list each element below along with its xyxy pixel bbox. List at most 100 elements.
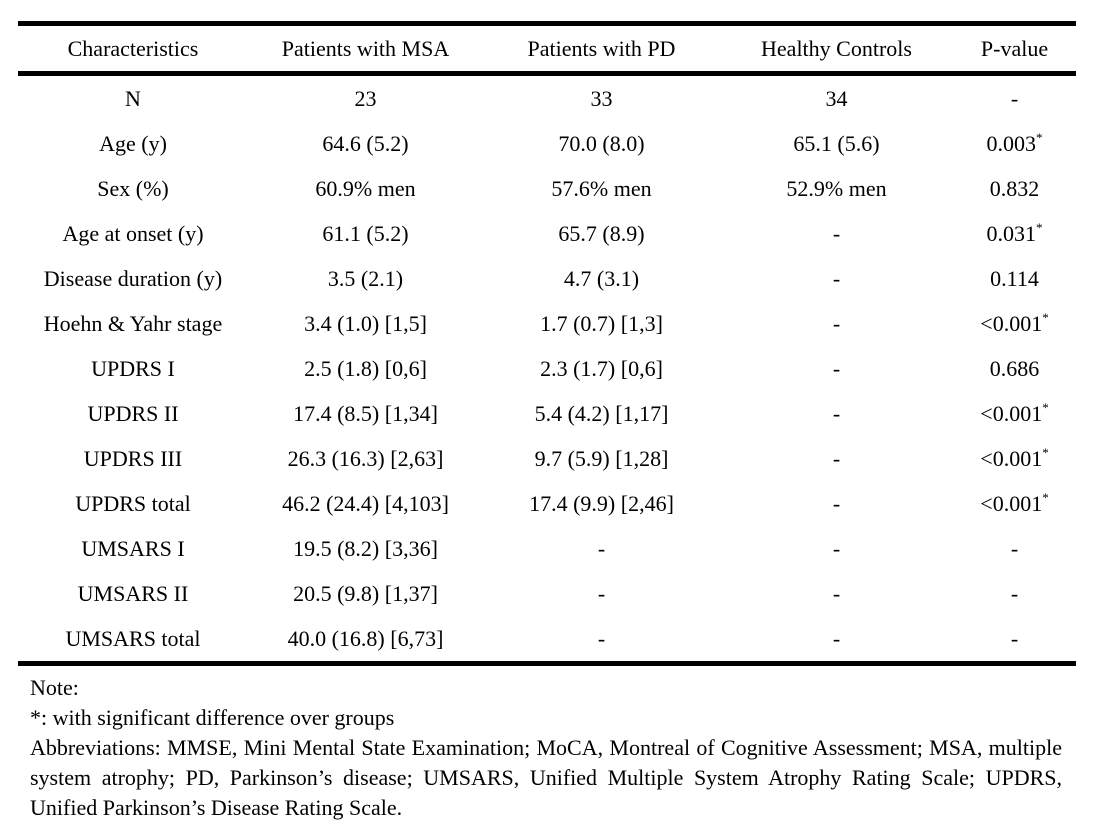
cell-pd: 1.7 (0.7) [1,3] bbox=[540, 310, 663, 336]
cell-p-value: <0.001* bbox=[953, 481, 1076, 526]
header-rule bbox=[18, 71, 1076, 76]
cell-pd: 2.3 (1.7) [0,6] bbox=[540, 355, 663, 381]
table-row: UMSARS I 19.5 (8.2) [3,36] - - - bbox=[18, 526, 1076, 571]
cell-pd: 57.6% men bbox=[551, 175, 652, 201]
significance-marker: * bbox=[1042, 309, 1049, 325]
note-abbreviations: Abbreviations: MMSE, Mini Mental State E… bbox=[30, 735, 1062, 820]
p-value-text: - bbox=[1010, 580, 1019, 606]
table-row: Hoehn & Yahr stage 3.4 (1.0) [1,5] 1.7 (… bbox=[18, 301, 1076, 346]
cell-pd: 70.0 (8.0) bbox=[558, 130, 645, 156]
cell-p-value: 0.832 bbox=[953, 166, 1076, 211]
header-pd: Patients with PD bbox=[527, 35, 676, 61]
cell-hc: 65.1 (5.6) bbox=[793, 130, 880, 156]
table-row: UMSARS total 40.0 (16.8) [6,73] - - - bbox=[18, 616, 1076, 661]
row-label: UPDRS I bbox=[91, 355, 175, 381]
cell-pd: 4.7 (3.1) bbox=[563, 265, 640, 291]
cell-pd: 17.4 (9.9) [2,46] bbox=[529, 490, 674, 516]
cell-pd: 9.7 (5.9) [1,28] bbox=[534, 445, 669, 471]
row-label: UMSARS total bbox=[65, 625, 201, 651]
header-row: Characteristics Patients with MSA Patien… bbox=[18, 26, 1076, 71]
note-significance: *: with significant difference over grou… bbox=[30, 705, 395, 730]
cell-hc: - bbox=[832, 580, 841, 606]
cell-hc: - bbox=[832, 400, 841, 426]
row-label: Hoehn & Yahr stage bbox=[43, 310, 223, 336]
cell-msa: 60.9% men bbox=[315, 175, 416, 201]
cell-msa: 3.4 (1.0) [1,5] bbox=[304, 310, 427, 336]
table-row: Age at onset (y) 61.1 (5.2) 65.7 (8.9) -… bbox=[18, 211, 1076, 256]
top-rule bbox=[18, 21, 1076, 26]
cell-hc: - bbox=[832, 310, 841, 336]
cell-hc: - bbox=[832, 445, 841, 471]
cell-hc: - bbox=[832, 625, 841, 651]
p-value-text: 0.114 bbox=[990, 265, 1039, 291]
cell-p-value: - bbox=[953, 616, 1076, 661]
cell-p-value: 0.003* bbox=[953, 121, 1076, 166]
cell-hc: 52.9% men bbox=[786, 175, 887, 201]
cell-pd: 33 bbox=[590, 85, 613, 111]
p-value-text: - bbox=[1010, 535, 1019, 561]
cell-msa: 46.2 (24.4) [4,103] bbox=[282, 490, 449, 516]
characteristics-table-body: N 23 33 34 - Age (y) 64.6 (5.2) 70.0 (8.… bbox=[18, 76, 1076, 661]
table-row: UPDRS II 17.4 (8.5) [1,34] 5.4 (4.2) [1,… bbox=[18, 391, 1076, 436]
p-value-text: <0.001 bbox=[980, 445, 1043, 471]
row-label: UPDRS III bbox=[83, 445, 183, 471]
cell-p-value: <0.001* bbox=[953, 436, 1076, 481]
cell-hc: - bbox=[832, 355, 841, 381]
p-value-text: - bbox=[1010, 85, 1019, 111]
table-row: Age (y) 64.6 (5.2) 70.0 (8.0) 65.1 (5.6)… bbox=[18, 121, 1076, 166]
cell-p-value: <0.001* bbox=[953, 391, 1076, 436]
p-value-text: - bbox=[1010, 625, 1019, 651]
cell-pd: - bbox=[597, 580, 606, 606]
cell-p-value: <0.001* bbox=[953, 301, 1076, 346]
table-row: UPDRS III 26.3 (16.3) [2,63] 9.7 (5.9) [… bbox=[18, 436, 1076, 481]
cell-p-value: 0.114 bbox=[953, 256, 1076, 301]
row-label: N bbox=[125, 85, 141, 111]
p-value-text: <0.001 bbox=[980, 310, 1043, 336]
row-label: UPDRS II bbox=[87, 400, 179, 426]
cell-msa: 61.1 (5.2) bbox=[322, 220, 409, 246]
note-heading: Note: bbox=[30, 675, 79, 700]
cell-msa: 20.5 (9.8) [1,37] bbox=[293, 580, 438, 606]
cell-msa: 3.5 (2.1) bbox=[327, 265, 404, 291]
cell-msa: 64.6 (5.2) bbox=[322, 130, 409, 156]
table-row: Disease duration (y) 3.5 (2.1) 4.7 (3.1)… bbox=[18, 256, 1076, 301]
table-body: N 23 33 34 - Age (y) 64.6 (5.2) 70.0 (8.… bbox=[18, 76, 1076, 661]
row-label: Sex (%) bbox=[97, 175, 169, 201]
significance-marker: * bbox=[1042, 444, 1049, 460]
table-row: Sex (%) 60.9% men 57.6% men 52.9% men 0.… bbox=[18, 166, 1076, 211]
header-characteristics: Characteristics bbox=[67, 35, 199, 61]
cell-p-value: - bbox=[953, 571, 1076, 616]
cell-hc: - bbox=[832, 265, 841, 291]
cell-hc: 34 bbox=[825, 85, 848, 111]
p-value-text: 0.832 bbox=[989, 175, 1040, 201]
cell-msa: 40.0 (16.8) [6,73] bbox=[287, 625, 444, 651]
cell-msa: 19.5 (8.2) [3,36] bbox=[293, 535, 438, 561]
header-p-value: P-value bbox=[980, 35, 1049, 61]
row-label: UMSARS I bbox=[81, 535, 185, 561]
header-healthy-controls: Healthy Controls bbox=[761, 35, 912, 61]
characteristics-table-container: Characteristics Patients with MSA Patien… bbox=[18, 21, 1076, 823]
p-value-text: 0.003 bbox=[986, 130, 1037, 156]
p-value-text: 0.686 bbox=[989, 355, 1040, 381]
cell-p-value: - bbox=[953, 526, 1076, 571]
p-value-text: <0.001 bbox=[980, 400, 1043, 426]
row-label: UPDRS total bbox=[75, 490, 191, 516]
table-header: Characteristics Patients with MSA Patien… bbox=[18, 26, 1076, 71]
table-row: UPDRS I 2.5 (1.8) [0,6] 2.3 (1.7) [0,6] … bbox=[18, 346, 1076, 391]
cell-pd: 65.7 (8.9) bbox=[558, 220, 645, 246]
cell-p-value: - bbox=[953, 76, 1076, 121]
cell-msa: 23 bbox=[354, 85, 377, 111]
row-label: Age at onset (y) bbox=[62, 220, 204, 246]
cell-pd: 5.4 (4.2) [1,17] bbox=[534, 400, 669, 426]
significance-marker: * bbox=[1036, 219, 1043, 235]
p-value-text: <0.001 bbox=[980, 490, 1043, 516]
cell-pd: - bbox=[597, 625, 606, 651]
significance-marker: * bbox=[1042, 489, 1049, 505]
cell-hc: - bbox=[832, 220, 841, 246]
cell-msa: 17.4 (8.5) [1,34] bbox=[293, 400, 438, 426]
table-row: UPDRS total 46.2 (24.4) [4,103] 17.4 (9.… bbox=[18, 481, 1076, 526]
cell-msa: 26.3 (16.3) [2,63] bbox=[287, 445, 444, 471]
significance-marker: * bbox=[1036, 129, 1043, 145]
p-value-text: 0.031 bbox=[986, 220, 1037, 246]
cell-pd: - bbox=[597, 535, 606, 561]
